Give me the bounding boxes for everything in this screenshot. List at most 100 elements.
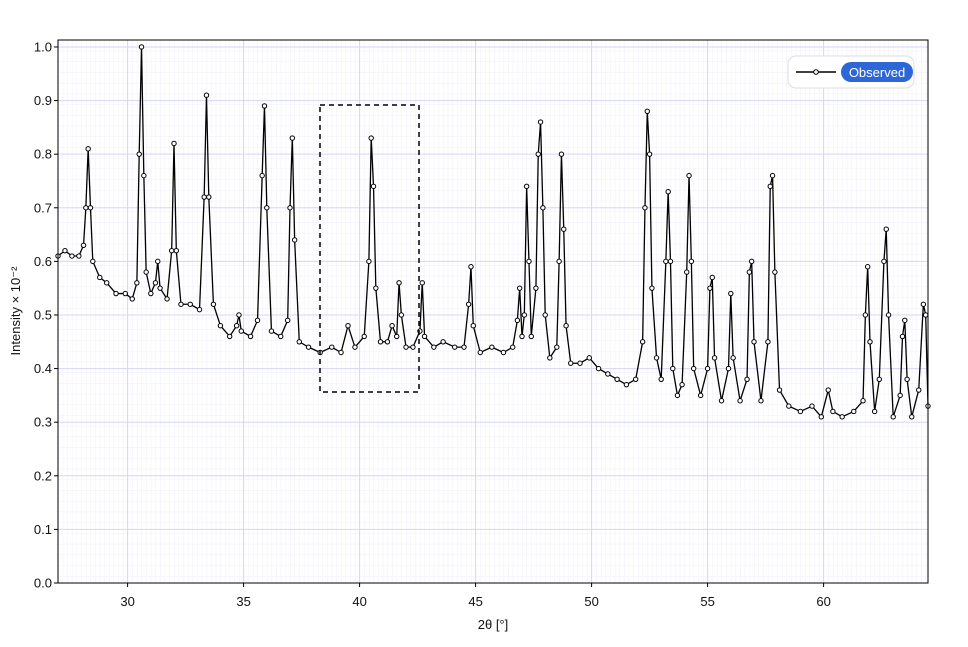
x-tick-label: 45 (468, 594, 482, 609)
data-point (268, 328, 275, 334)
data-point (523, 183, 530, 190)
data-point (748, 258, 755, 265)
data-point (547, 355, 553, 361)
data-point (368, 135, 374, 141)
data-point (440, 339, 446, 345)
data-point (173, 247, 180, 254)
data-point (155, 258, 161, 265)
minor-grid (58, 40, 928, 583)
data-point (366, 258, 372, 265)
data-point (595, 365, 602, 372)
data-point (196, 306, 203, 313)
data-point (686, 172, 692, 179)
data-point (97, 274, 103, 281)
data-point (904, 376, 910, 383)
data-point (897, 392, 903, 399)
data-point (233, 323, 240, 329)
data-point (646, 151, 653, 157)
data-point (261, 103, 268, 109)
data-point (152, 280, 159, 286)
data-point (728, 290, 734, 297)
data-point (305, 344, 312, 350)
data-point (361, 333, 367, 340)
data-point (236, 312, 242, 318)
data-point (725, 365, 732, 372)
data-point (187, 301, 193, 307)
data-point (707, 285, 713, 291)
data-point (85, 146, 91, 152)
data-point (329, 344, 335, 350)
data-point (568, 360, 574, 366)
data-point (649, 285, 655, 291)
data-point (452, 344, 458, 350)
data-point (377, 339, 384, 345)
data-point (289, 135, 296, 141)
data-point (639, 339, 646, 345)
data-point (851, 408, 857, 415)
data-point (141, 172, 147, 179)
data-point (226, 333, 233, 340)
data-point (521, 312, 528, 318)
data-point (772, 269, 778, 275)
data-point (839, 414, 845, 420)
data-point (83, 205, 89, 211)
data-point (389, 323, 395, 329)
data-point (704, 365, 711, 372)
x-axis-label: 2θ [°] (478, 617, 509, 632)
data-point (148, 290, 154, 297)
data-point (104, 280, 110, 286)
data-point (87, 205, 94, 211)
data-point (883, 226, 889, 232)
data-point (284, 317, 291, 324)
data-point (80, 242, 87, 249)
data-point (769, 172, 776, 179)
data-point (632, 376, 639, 383)
data-point (586, 355, 592, 361)
data-point (247, 333, 254, 340)
data-point (178, 301, 184, 307)
data-point (670, 365, 676, 372)
data-point (556, 258, 562, 265)
data-point (709, 274, 715, 281)
data-point (431, 344, 437, 350)
data-point (254, 317, 261, 324)
data-point (885, 312, 892, 318)
data-point (697, 392, 704, 399)
data-point (920, 301, 927, 307)
data-point (684, 269, 690, 275)
data-point (500, 349, 507, 356)
data-point (674, 392, 681, 399)
y-tick-label: 0.3 (34, 415, 52, 430)
data-point (860, 398, 866, 404)
data-point (899, 333, 906, 340)
y-tick-label: 0.4 (34, 361, 52, 376)
data-point (614, 376, 620, 383)
data-point (537, 119, 544, 125)
data-point (679, 381, 685, 388)
data-point (398, 312, 405, 318)
data-point (871, 408, 878, 415)
data-point (470, 323, 476, 329)
data-point (881, 258, 887, 265)
data-point (809, 403, 815, 409)
y-tick-label: 0.1 (34, 522, 52, 537)
data-point (489, 344, 495, 350)
data-point (535, 151, 541, 157)
data-point (403, 344, 409, 350)
data-point (765, 339, 771, 345)
data-point (533, 285, 539, 291)
data-point (711, 355, 718, 361)
data-point (90, 258, 96, 265)
data-point (758, 398, 764, 404)
data-point (797, 408, 804, 415)
data-point (352, 344, 358, 350)
data-point (138, 44, 145, 50)
data-point (577, 360, 583, 366)
legend-label: Observed (849, 65, 905, 80)
data-point (864, 264, 871, 270)
data-point (69, 253, 75, 259)
data-point (653, 355, 660, 361)
data-point (862, 312, 869, 318)
y-tick-label: 0.5 (34, 307, 52, 322)
